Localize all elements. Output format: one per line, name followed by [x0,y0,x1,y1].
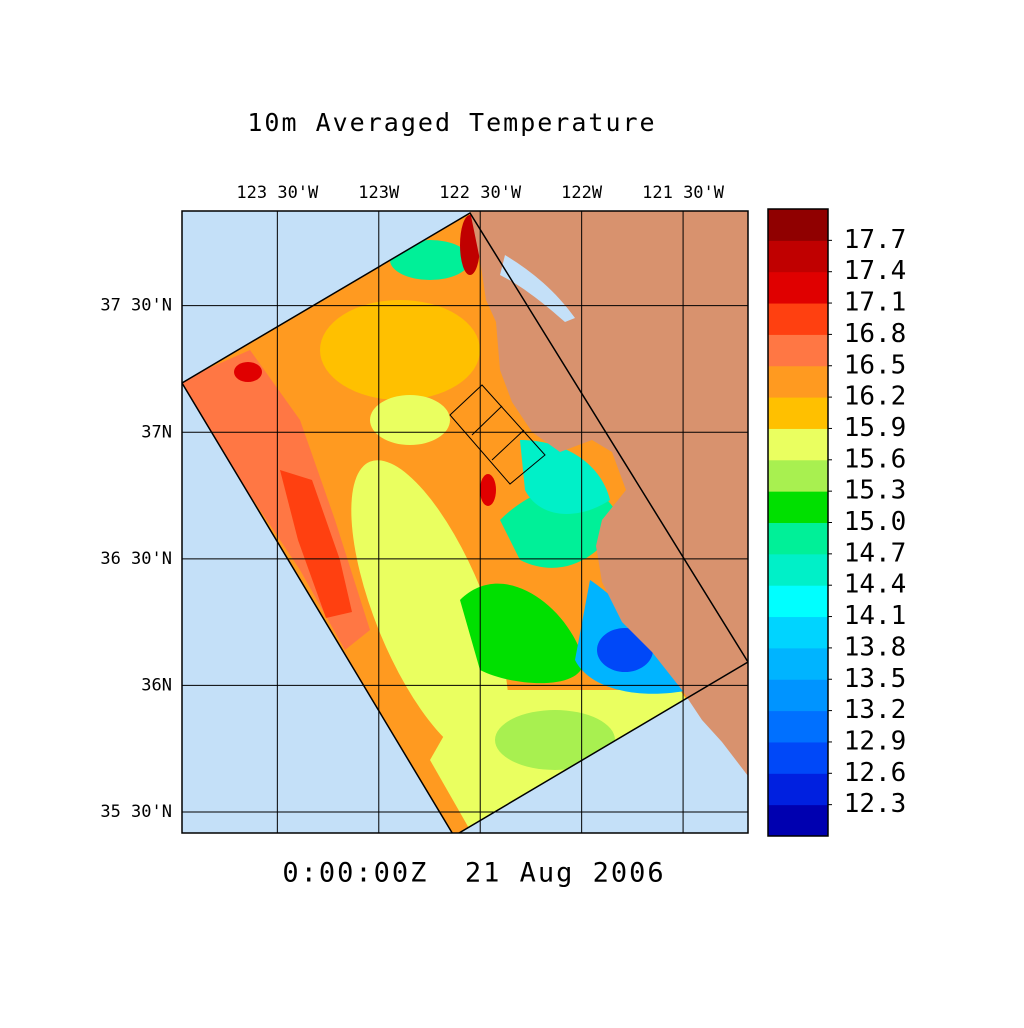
colorbar-label: 17.4 [844,256,907,286]
colorbar-band [768,209,828,241]
map-frame [181,210,749,834]
nested-domain [449,384,546,485]
lat-label: 37 30'N [100,296,172,316]
field-region [234,362,262,382]
colorbar-band [768,491,828,523]
colorbar-label: 13.8 [844,632,907,662]
lat-label: 35 30'N [100,802,172,822]
colorbar-band [768,710,828,743]
colorbar-band [768,428,828,461]
lon-label: 121 30'W [642,183,725,203]
colorbar: 12.312.612.913.213.513.814.114.414.715.0… [767,208,907,837]
colorbar-label: 15.6 [844,444,907,474]
colorbar-band [768,397,828,429]
colorbar-label: 13.5 [844,664,907,694]
colorbar-band [768,773,828,806]
colorbar-label: 15.9 [844,413,907,443]
lat-label: 36N [141,675,172,695]
field-region [320,300,480,400]
field-region [280,470,352,618]
colorbar-band [768,679,828,712]
colorbar-label: 17.1 [844,288,907,318]
colorbar-label: 13.2 [844,695,907,725]
graticule [182,211,748,833]
map-area [182,211,748,833]
field-region [460,583,584,684]
colorbar-band [768,240,828,273]
colorbar-label: 16.5 [844,350,907,380]
colorbar-band [768,522,828,555]
colorbar-label: 14.1 [844,601,907,631]
colorbar-band [768,585,828,618]
colorbar-label: 12.3 [844,789,907,819]
colorbar-band [768,271,828,304]
field-region [520,440,610,514]
colorbar-label: 14.7 [844,538,907,568]
field-region [390,240,470,280]
colorbar-label: 12.6 [844,758,907,788]
field-region [370,395,450,445]
colorbar-label: 14.4 [844,570,907,600]
axis-labels: 123 30'W 123W 122 30'W 122W 121 30'W 37 30'N 3… [100,183,724,822]
lat-label: 37N [141,422,172,442]
colorbar-band [768,647,828,680]
field-region [480,474,496,506]
field-region [351,460,509,760]
map-title: 10m Averaged Temperature [247,108,656,137]
colorbar-band [768,365,828,398]
colorbar-label: 16.8 [844,319,907,349]
colorbar-label: 17.7 [844,225,907,255]
land [470,211,748,776]
colorbar-label: 12.9 [844,726,907,756]
colorbar-label: 16.2 [844,382,907,412]
colorbar-band [768,741,828,774]
lat-label: 36 30'N [100,549,172,569]
lon-label: 123 30'W [236,183,319,203]
colorbar-band [768,616,828,649]
lon-label: 122 30'W [439,183,522,203]
colorbar-band [768,334,828,367]
field-region [495,710,615,770]
colorbar-band [768,553,828,586]
colorbar-label: 15.3 [844,476,907,506]
colorbar-band [768,804,828,837]
colorbar-label: 15.0 [844,507,907,537]
lon-label: 122W [561,183,603,203]
timestamp: 0:00:00Z 21 Aug 2006 [282,858,665,889]
colorbar-band [768,459,828,492]
colorbar-band [768,303,828,335]
lon-label: 123W [358,183,400,203]
